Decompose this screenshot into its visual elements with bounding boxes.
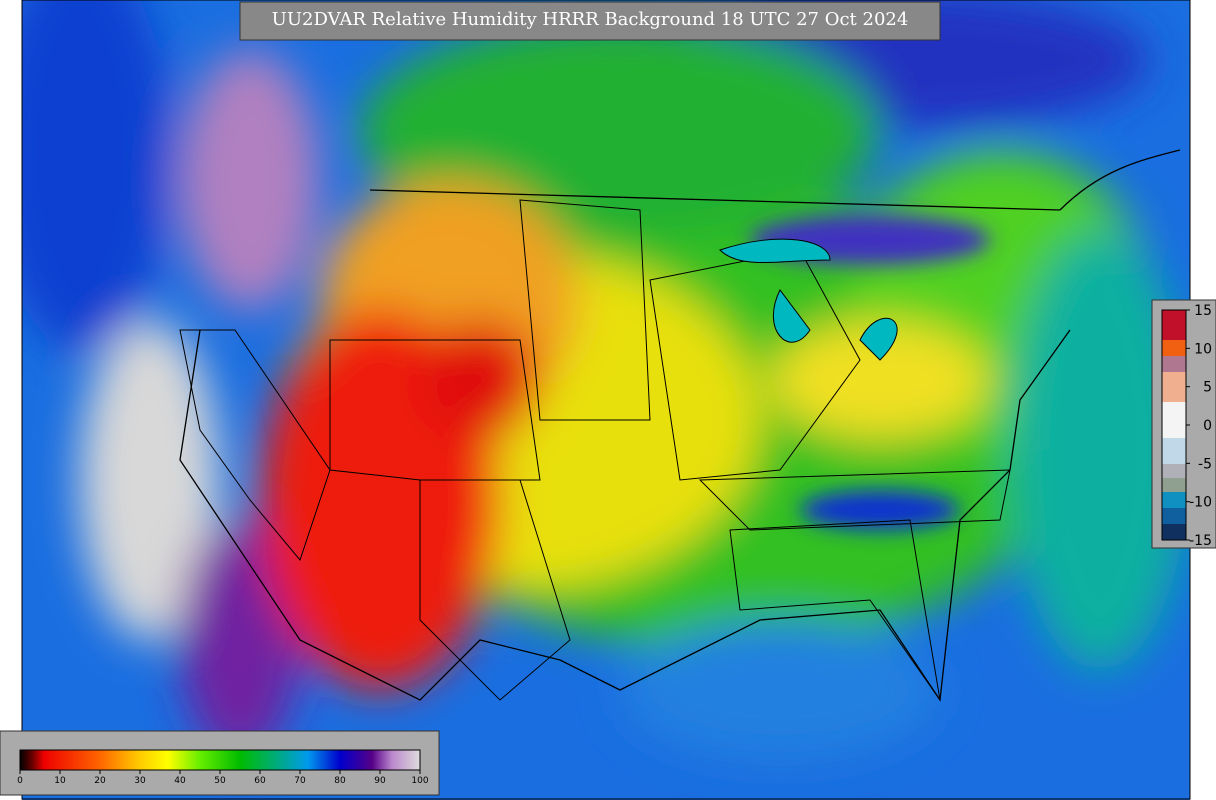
colorbar-scale [19,749,421,771]
colorbar: 0 10 20 30 40 50 60 70 80 90 100 [0,730,440,796]
increment-tick-label: 0 [1203,418,1212,434]
colorbar-tick-label: 0 [17,776,23,786]
colorbar-tick-label: 60 [254,776,266,786]
colorbar-tick-label: 40 [174,776,186,786]
increment-tick-label: 5 [1203,380,1212,396]
colorbar-tick-label: 50 [214,776,226,786]
increment-tick-label: -10 [1189,495,1212,511]
map-title: UU2DVAR Relative Humidity HRRR Backgroun… [272,9,909,30]
colorbar-tick-label: 10 [54,776,66,786]
colorbar-tick-label: 30 [134,776,146,786]
humidity-field [22,0,1190,800]
borders [179,149,1181,702]
colorbar-tick-label: 70 [294,776,306,786]
colorbar-tick-label: 100 [411,776,428,786]
title-box [239,1,941,41]
colorbar-tick-label: 80 [334,776,346,786]
state-borders [179,199,1011,701]
increment-tick-label: 10 [1194,341,1212,357]
colorbar-tick-label: 20 [94,776,106,786]
increment-bar: 15 10 5 0 -5 -10 -15 [1151,299,1216,549]
increment-tick-label: -5 [1198,456,1212,472]
increment-tick-label: -15 [1189,533,1212,549]
colorbar-tick-label: 90 [374,776,386,786]
increment-tick-label: 15 [1194,303,1212,319]
great-lakes [719,238,898,361]
